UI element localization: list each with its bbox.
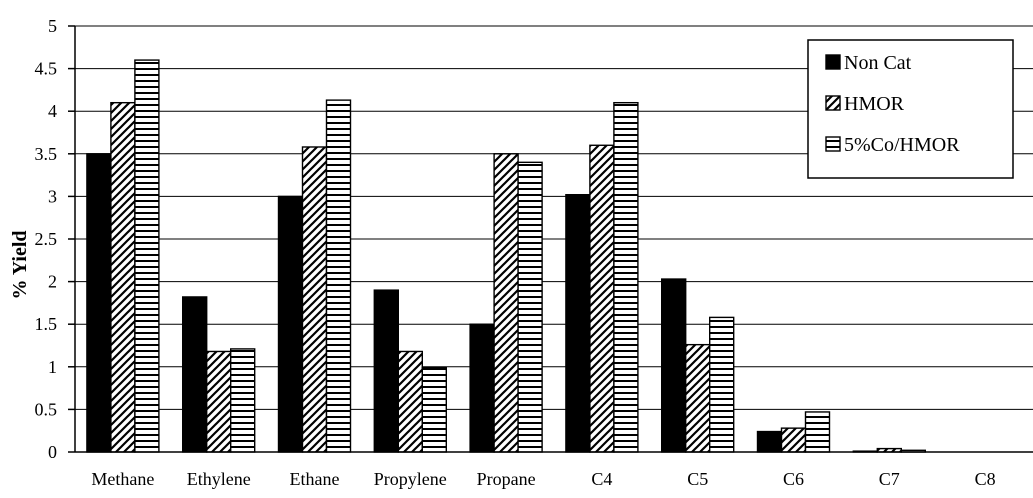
category-label: Propane (477, 469, 536, 489)
y-tick-label: 5 (48, 16, 57, 36)
bar-5-co-hmor-propylene (421, 366, 447, 453)
category-label: C6 (783, 469, 804, 489)
category-label: C8 (975, 469, 996, 489)
y-tick-label: 4 (48, 101, 57, 121)
category-label: C7 (879, 469, 900, 489)
category-labels: Methane Ethylene Ethane Propylene Propane C4 C… (91, 469, 995, 489)
bar-non-cat-c6 (756, 430, 783, 453)
bar-5-co-hmor-c5 (709, 316, 735, 453)
bar-5-co-hmor-ethylene (229, 348, 256, 453)
bar-non-cat-c4 (565, 193, 591, 453)
bar-hmor-methane (110, 101, 136, 453)
legend-swatch (825, 136, 841, 152)
bar-5-co-hmor-ethane (325, 99, 352, 453)
y-tick-label: 0 (48, 442, 57, 462)
y-tick-label: 3.5 (35, 144, 58, 164)
bar-hmor-c6 (780, 427, 807, 453)
bar-hmor-c5 (685, 343, 711, 453)
bar-non-cat-ethylene (181, 296, 208, 453)
y-axis-title: % Yield (9, 230, 31, 299)
legend-box (807, 39, 1014, 179)
legend-label: Non Cat (844, 52, 912, 74)
legend-label: HMOR (844, 93, 905, 115)
bar-non-cat-c5 (661, 278, 687, 453)
bar-non-cat-propylene (373, 289, 399, 453)
bar-5-co-hmor-propane (517, 161, 543, 453)
bar-non-cat-methane (86, 153, 112, 453)
bar-hmor-ethylene (205, 350, 232, 453)
legend-label: 5%Co/HMOR (844, 134, 960, 156)
bars (86, 59, 926, 453)
bar-5-co-hmor-c6 (804, 411, 831, 453)
category-label: Ethylene (187, 469, 251, 489)
bar-hmor-ethane (301, 146, 328, 453)
legend-swatch (825, 95, 841, 111)
bar-non-cat-ethane (277, 195, 304, 453)
bar-hmor-propane (493, 153, 519, 453)
legend: Non Cat HMOR 5%Co/HMOR (807, 39, 1014, 179)
category-label: C5 (687, 469, 708, 489)
y-tick-label: 2 (48, 272, 57, 292)
y-tick-label: 3 (48, 186, 57, 206)
category-label: Methane (91, 469, 154, 489)
category-label: C4 (591, 469, 612, 489)
bar-non-cat-propane (469, 323, 495, 453)
y-tick-labels: 0 0.5 1 1.5 2 2.5 3 3.5 4 4.5 5 (35, 16, 75, 462)
y-tick-label: 4.5 (35, 59, 58, 79)
bar-5-co-hmor-methane (134, 59, 160, 453)
y-tick-label: 0.5 (35, 399, 58, 419)
y-tick-label: 1.5 (35, 314, 58, 334)
category-label: Propylene (374, 469, 447, 489)
y-tick-label: 1 (48, 357, 57, 377)
bar-5-co-hmor-c4 (613, 101, 639, 453)
bar-hmor-c4 (589, 144, 615, 453)
category-label: Ethane (290, 469, 340, 489)
bar-hmor-propylene (397, 350, 423, 453)
legend-swatch (825, 54, 841, 70)
y-tick-label: 2.5 (35, 229, 58, 249)
